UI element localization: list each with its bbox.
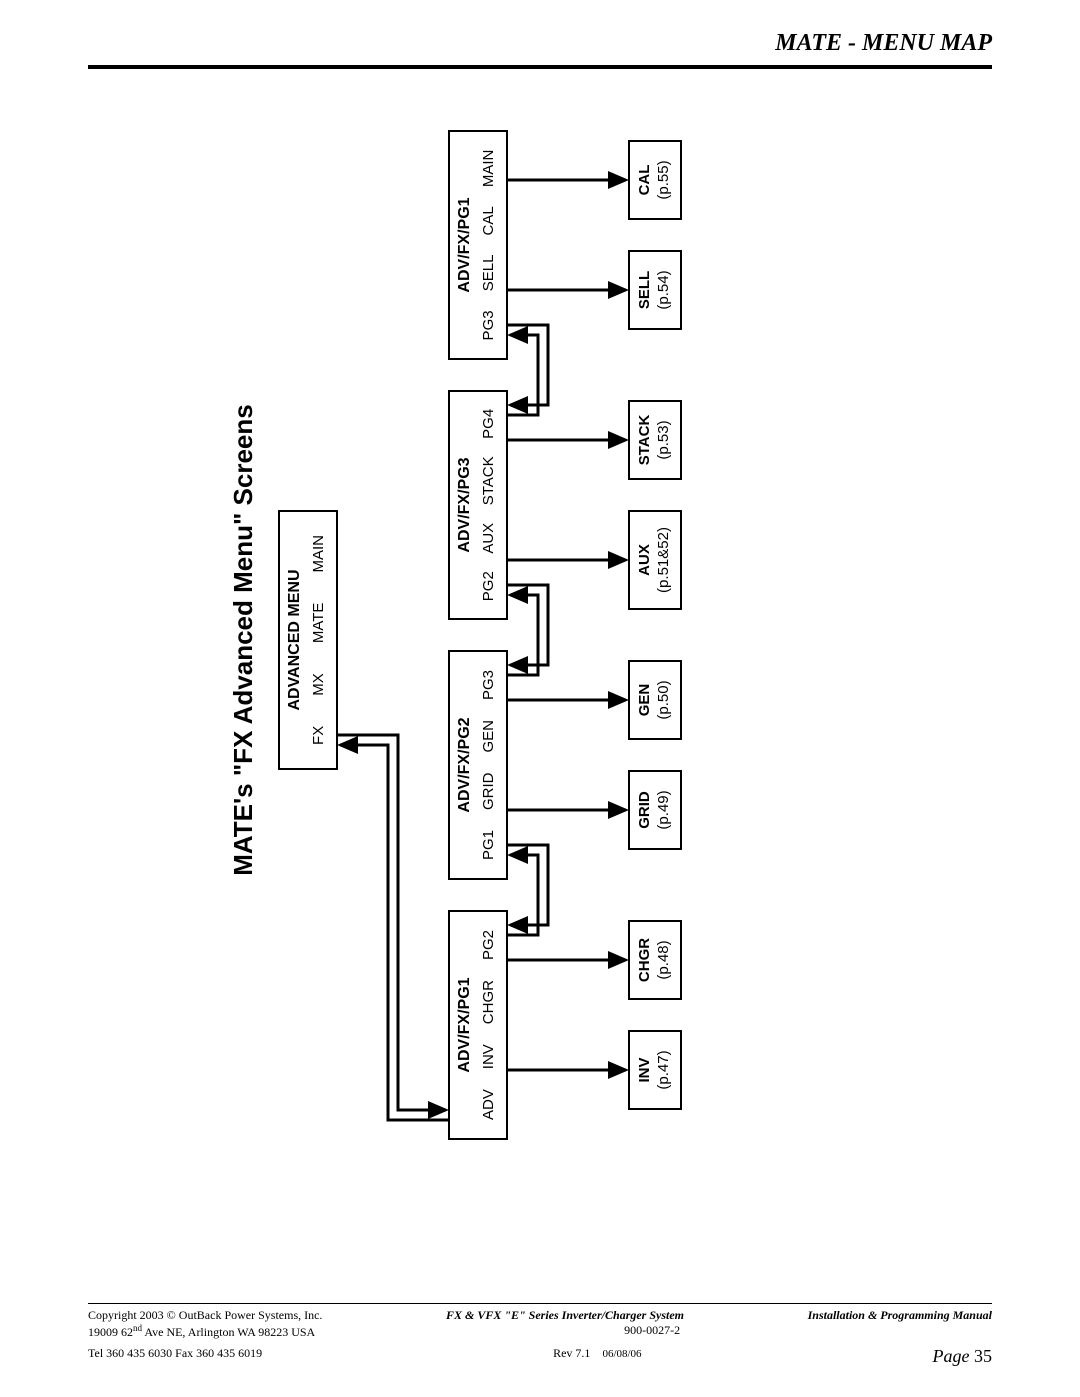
footer-rule (88, 1303, 992, 1304)
footer-left-2: 19009 62nd Ave NE, Arlington WA 98223 US… (88, 1323, 315, 1340)
page-opt: PG3 (480, 670, 497, 700)
root-box: ADVANCED MENU FX MX MATE MAIN (278, 510, 338, 770)
page-opt: MAIN (480, 150, 497, 188)
page-header-title: MATE - MENU MAP (88, 30, 992, 63)
leaf-name: AUX (636, 516, 655, 604)
page-opt: PG3 (480, 310, 497, 340)
page-opt: GRID (480, 773, 497, 811)
footer-center-1: FX & VFX "E" Series Inverter/Charger Sys… (446, 1308, 684, 1323)
page-opt: GEN (480, 720, 497, 753)
page-options: ADV INV CHGR PG2 (476, 912, 505, 1138)
footer-left-2b: Ave NE, Arlington WA 98223 USA (142, 1325, 315, 1339)
footer-rev: Rev 7.1 (553, 1346, 590, 1360)
page-opt: PG1 (480, 830, 497, 860)
header-rule (88, 65, 992, 69)
page-options: PG1 GRID GEN PG3 (476, 652, 505, 878)
root-opt: FX (310, 726, 327, 745)
leaf-aux: AUX (p.51&52) (628, 510, 682, 610)
page-opt: AUX (480, 523, 497, 554)
leaf-ref: (p.54) (655, 256, 674, 324)
leaf-chgr: CHGR (p.48) (628, 920, 682, 1000)
footer-page: Page 35 (933, 1346, 992, 1367)
leaf-ref: (p.47) (655, 1036, 674, 1104)
page-footer: Copyright 2003 © OutBack Power Systems, … (88, 1303, 992, 1367)
page-label: Page (933, 1346, 974, 1366)
page-box-2: ADV/FX/PG2 PG1 GRID GEN PG3 (448, 650, 508, 880)
leaf-name: SELL (636, 256, 655, 324)
leaf-name: CHGR (636, 926, 655, 994)
footer-center-3: Rev 7.1 06/08/06 (553, 1346, 641, 1367)
page-opt: ADV (480, 1089, 497, 1120)
leaf-name: INV (636, 1036, 655, 1104)
footer-left-2a: 19009 62 (88, 1325, 133, 1339)
diagram-container: MATE's "FX Advanced Menu" Screens (0, 380, 1018, 900)
page-title: ADV/FX/PG1 (450, 912, 476, 1138)
leaf-ref: (p.48) (655, 926, 674, 994)
page-box-4: ADV/FX/PG1 PG3 SELL CAL MAIN (448, 130, 508, 360)
leaf-name: GRID (636, 776, 655, 844)
footer-left-3: Tel 360 435 6030 Fax 360 435 6019 (88, 1346, 262, 1367)
page-opt: PG4 (480, 409, 497, 439)
page-opt: PG2 (480, 930, 497, 960)
page-opt: CAL (480, 206, 497, 235)
leaf-cal: CAL (p.55) (628, 140, 682, 220)
page-title: ADV/FX/PG2 (450, 652, 476, 878)
root-opt: MX (310, 673, 327, 696)
footer-center-2: 900-0027-2 (624, 1323, 680, 1340)
leaf-grid: GRID (p.49) (628, 770, 682, 850)
page-opt: PG2 (480, 571, 497, 601)
root-opt: MAIN (310, 535, 327, 573)
page-box-1: ADV/FX/PG1 ADV INV CHGR PG2 (448, 910, 508, 1140)
leaf-inv: INV (p.47) (628, 1030, 682, 1110)
leaf-ref: (p.50) (655, 666, 674, 734)
leaf-ref: (p.53) (655, 406, 674, 474)
page-title: ADV/FX/PG3 (450, 392, 476, 618)
page-number: 35 (974, 1346, 992, 1366)
leaf-ref: (p.51&52) (655, 516, 674, 604)
footer-left-1: Copyright 2003 © OutBack Power Systems, … (88, 1308, 322, 1323)
page-opt: CHGR (480, 980, 497, 1024)
footer-date: 06/08/06 (602, 1348, 641, 1360)
leaf-name: STACK (636, 406, 655, 474)
footer-left-2sup: nd (133, 1323, 142, 1333)
page-opt: STACK (480, 456, 497, 505)
page-box-3: ADV/FX/PG3 PG2 AUX STACK PG4 (448, 390, 508, 620)
leaf-stack: STACK (p.53) (628, 400, 682, 480)
page-title: ADV/FX/PG1 (450, 132, 476, 358)
leaf-name: CAL (636, 146, 655, 214)
page-opt: SELL (480, 255, 497, 292)
root-title: ADVANCED MENU (280, 512, 306, 768)
footer-right-1: Installation & Programming Manual (808, 1308, 992, 1323)
leaf-name: GEN (636, 666, 655, 734)
footer-right-2 (989, 1323, 992, 1340)
leaf-ref: (p.55) (655, 146, 674, 214)
root-options: FX MX MATE MAIN (306, 512, 335, 768)
page-options: PG3 SELL CAL MAIN (476, 132, 505, 358)
leaf-ref: (p.49) (655, 776, 674, 844)
page-opt: INV (480, 1044, 497, 1069)
root-opt: MATE (310, 603, 327, 644)
page-options: PG2 AUX STACK PG4 (476, 392, 505, 618)
leaf-sell: SELL (p.54) (628, 250, 682, 330)
leaf-gen: GEN (p.50) (628, 660, 682, 740)
